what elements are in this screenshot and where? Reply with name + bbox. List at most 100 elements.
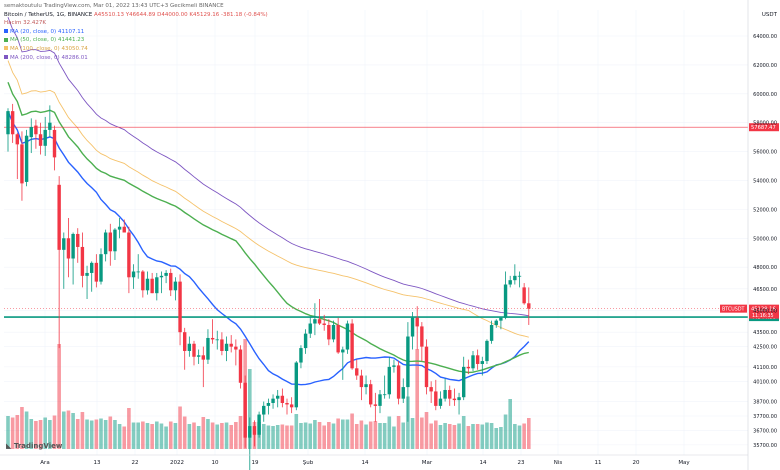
candle-body	[48, 122, 52, 130]
volume-bar	[15, 415, 20, 449]
y-tick-label: 42500.00	[753, 345, 777, 351]
candle-body	[183, 332, 187, 351]
candle-body	[410, 317, 415, 337]
candle-body	[122, 226, 126, 233]
candle-body	[331, 324, 336, 340]
volume-bar	[182, 416, 187, 449]
candle-body	[527, 303, 531, 309]
volume-bar	[368, 421, 373, 449]
candle	[448, 385, 452, 406]
candle	[359, 369, 364, 401]
candle-body	[15, 134, 19, 145]
price-axis[interactable]: 64000.00 62000.00 60000.00 58000.00 56000.00…	[747, 0, 778, 470]
volume-bar	[178, 406, 182, 449]
candle	[299, 345, 303, 369]
candle	[434, 379, 438, 411]
candle-body	[276, 395, 280, 399]
chart-legend: semaktoutulu TradingView.com, Mar 01, 20…	[4, 2, 268, 62]
candle-body	[475, 355, 480, 364]
y-tick-label: 52000.00	[753, 207, 777, 213]
candle	[392, 359, 396, 373]
ma50-legend[interactable]: MA (50, close, 0) 41441.23	[4, 36, 268, 45]
candle	[322, 314, 326, 331]
volume-bar	[354, 424, 359, 449]
candle-body	[373, 404, 378, 406]
candle	[429, 381, 433, 403]
volume-bar	[43, 417, 47, 449]
x-tick-label: Nis	[554, 460, 563, 466]
candle	[80, 232, 85, 288]
y-tick-label: 37700.00	[753, 414, 777, 420]
volume-bar	[303, 422, 308, 449]
candle	[471, 350, 475, 372]
volume-bar	[206, 419, 210, 449]
volume-bar	[66, 410, 71, 449]
ma100-legend[interactable]: MA (100, close, 0) 43050.74	[4, 45, 268, 54]
candle-body	[434, 391, 438, 406]
candle-body	[113, 229, 117, 252]
volume-bar	[331, 423, 336, 449]
candle	[29, 118, 33, 154]
ma200-line	[7, 17, 529, 317]
time-axis[interactable]: Ara 13 22 2022 10 19 Şub 14 Mar 14 23 Nis 11 20 May	[0, 454, 748, 466]
volume-bar	[131, 422, 136, 449]
x-tick-label: Ara	[40, 460, 49, 466]
symbol-line[interactable]: Bitcoin / TetherUS, 1G, BINANCE A45510.1…	[4, 11, 268, 20]
volume-bar	[238, 416, 243, 449]
last-price-text: 45129.16	[751, 307, 776, 313]
candle	[99, 248, 103, 285]
x-tick-label: 13	[94, 460, 101, 466]
last-price-tag	[749, 304, 779, 319]
candle	[285, 398, 289, 415]
candle	[150, 272, 154, 294]
candle-body	[71, 233, 75, 259]
candle	[317, 298, 322, 325]
volume-bar	[280, 424, 285, 449]
candle	[276, 389, 280, 408]
candle-body	[252, 426, 257, 435]
candle-body	[145, 278, 150, 291]
x-tick-label: 22	[132, 460, 139, 466]
volume-bar	[117, 424, 122, 449]
y-tick-label: 40100.00	[753, 379, 777, 385]
candle-body	[20, 144, 24, 184]
ma20-legend[interactable]: MA (20, close, 0) 41107.11	[4, 28, 268, 37]
x-tick-label: 20	[633, 460, 640, 466]
candle	[90, 261, 94, 292]
candle-body	[485, 340, 489, 362]
volume-bar	[443, 423, 447, 449]
candle-body	[34, 125, 38, 135]
candle	[38, 122, 43, 155]
candle	[494, 319, 498, 328]
volume-bar	[466, 426, 471, 449]
volume-bar	[438, 425, 443, 449]
volume-bar	[494, 428, 499, 449]
volume-bar	[24, 411, 29, 449]
y-tick-label: 62000.00	[753, 63, 777, 69]
candle-body	[215, 339, 219, 341]
candle	[522, 283, 526, 305]
ma200-legend[interactable]: MA (200, close, 0) 48286.01	[4, 54, 268, 63]
volume-bar	[159, 423, 164, 449]
candle	[238, 345, 243, 389]
ma200-swatch	[4, 55, 8, 60]
tradingview-logo[interactable]: ◣ TradingView	[6, 442, 63, 450]
volume-legend[interactable]: Hacim 32.427K	[4, 20, 47, 27]
volume-bar	[271, 426, 275, 449]
candle	[127, 226, 131, 294]
volume-bar	[57, 344, 61, 449]
candle-body	[448, 389, 452, 399]
candle-body	[127, 232, 131, 278]
candle-body	[57, 184, 61, 250]
volume-bar	[29, 419, 34, 449]
candle	[164, 270, 168, 284]
candle-body	[66, 238, 71, 259]
candle-body	[406, 336, 410, 388]
candle	[66, 218, 71, 278]
candle-body	[443, 389, 447, 399]
candle-body	[155, 277, 159, 294]
candle	[355, 359, 359, 380]
